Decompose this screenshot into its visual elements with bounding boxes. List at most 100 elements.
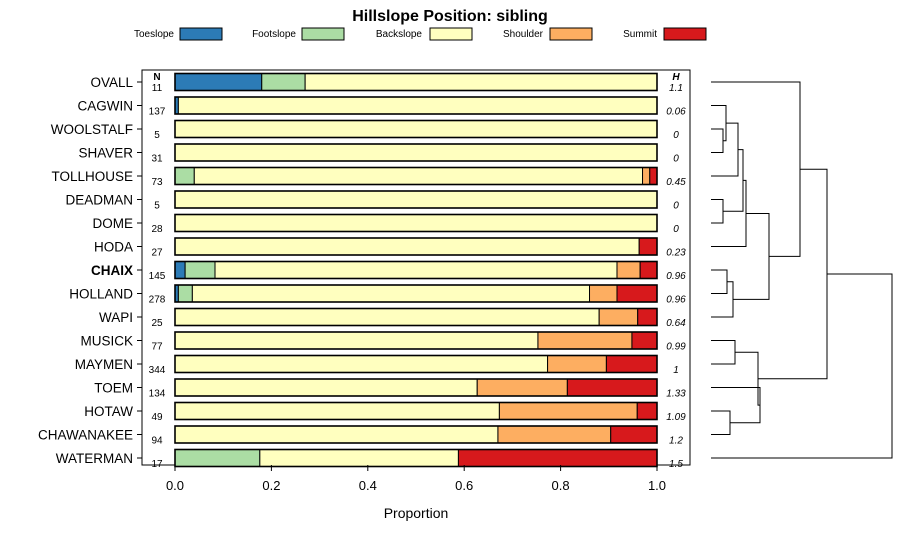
- bar-segment-footslope: [174, 449, 261, 467]
- bar-outline: [174, 307, 658, 327]
- row-woolstalf: WOOLSTALF 5 0: [51, 119, 679, 141]
- bar-segment-backslope: [174, 355, 549, 373]
- row-n-value: 31: [151, 154, 163, 165]
- bar-segment-backslope: [174, 190, 658, 209]
- row-label: DOME: [93, 216, 134, 231]
- bar-segment-backslope: [174, 378, 478, 397]
- row-h-value: 0: [673, 130, 679, 141]
- bar-outline: [174, 401, 658, 421]
- row-n-value: 28: [151, 224, 163, 235]
- bar-segment-backslope: [174, 214, 658, 232]
- bar-segment-summit: [616, 284, 658, 303]
- bar-segment-backslope: [174, 120, 658, 138]
- row-wapi: WAPI 25 0.64: [99, 307, 686, 329]
- bar-segment-backslope: [174, 425, 499, 444]
- x-tick-label: 0.4: [359, 478, 377, 493]
- x-tick-label: 0.8: [552, 478, 570, 493]
- bar-segment-backslope: [191, 284, 591, 303]
- bar-segment-footslope: [177, 284, 193, 303]
- bar-segment-shoulder: [616, 261, 641, 279]
- row-tollhouse: TOLLHOUSE 73 0.45: [51, 166, 686, 188]
- bar-outline: [174, 143, 658, 162]
- dendrogram-branch: [711, 269, 728, 294]
- bar-segment-summit: [566, 378, 658, 397]
- legend-label-shoulder: Shoulder: [503, 29, 544, 40]
- bar-segment-shoulder: [642, 167, 651, 185]
- bar-outline: [174, 190, 658, 209]
- row-shaver: SHAVER 31 0: [78, 143, 679, 165]
- bar-outline: [174, 96, 658, 115]
- row-musick: MUSICK 77 0.99: [80, 331, 686, 353]
- row-n-value: 49: [151, 412, 163, 423]
- row-n-value: 27: [151, 248, 163, 259]
- row-label: TOLLHOUSE: [51, 169, 133, 184]
- bar-outline: [174, 166, 658, 186]
- row-n-value: 25: [151, 318, 163, 329]
- row-label: HOLLAND: [69, 287, 133, 302]
- row-n-value: 5: [154, 130, 160, 141]
- bar-outline: [174, 260, 658, 280]
- bar-segment-shoulder: [497, 425, 612, 444]
- x-tick-label: 0.2: [262, 478, 280, 493]
- row-label: WATERMAN: [56, 451, 133, 466]
- row-n-value: 94: [151, 436, 163, 447]
- x-tick-label: 1.0: [648, 478, 666, 493]
- bar-segment-shoulder: [589, 284, 618, 303]
- bar-segment-shoulder: [598, 308, 639, 326]
- bar-segment-footslope: [261, 73, 306, 91]
- bar-outline: [174, 237, 658, 256]
- dendrogram: [711, 81, 893, 459]
- bar-outline: [174, 331, 658, 350]
- row-label: TOEM: [94, 381, 133, 396]
- dendrogram-branch: [758, 168, 828, 380]
- row-h-value: 0.23: [666, 248, 686, 259]
- x-axis-label: Proportion: [384, 505, 449, 521]
- dendrogram-branch: [711, 199, 724, 224]
- row-n-value: 278: [149, 295, 166, 306]
- row-label: MAYMEN: [75, 357, 133, 372]
- dendrogram-branch: [711, 281, 734, 318]
- row-label: CHAWANAKEE: [38, 428, 133, 443]
- row-n-value: 77: [151, 342, 163, 353]
- bar-segment-shoulder: [547, 355, 607, 373]
- bar-segment-summit: [639, 261, 658, 279]
- row-n-value: 145: [149, 271, 166, 282]
- row-label: HODA: [94, 240, 133, 255]
- row-h-value: 0.96: [666, 295, 686, 306]
- row-label: DEADMAN: [65, 193, 133, 208]
- bar-outline: [174, 119, 658, 139]
- bar-outline: [174, 72, 658, 92]
- row-h-value: 0.06: [666, 107, 686, 118]
- row-n-value: 11: [152, 83, 163, 94]
- h-column-header: H: [672, 72, 680, 83]
- row-n-value: 73: [151, 177, 163, 188]
- row-h-value: 0: [673, 224, 679, 235]
- row-h-value: 1.33: [666, 389, 686, 400]
- legend: Toeslope Footslope Backslope Shoulder Summit: [134, 27, 707, 41]
- row-deadman: DEADMAN 5 0: [65, 190, 679, 212]
- legend-swatch-backslope: [429, 27, 473, 41]
- dendrogram-branch: [711, 128, 724, 153]
- row-ovall: OVALL 11 1.1: [90, 72, 683, 94]
- dendrogram-branch: [711, 340, 736, 365]
- dendrogram-branch: [735, 351, 760, 406]
- bar-segment-backslope: [174, 308, 600, 326]
- bar-segment-backslope: [193, 167, 644, 185]
- chart-title: Hillslope Position: sibling: [352, 8, 548, 25]
- bar-segment-shoulder: [476, 378, 568, 397]
- row-n-value: 134: [149, 389, 166, 400]
- bar-segment-backslope: [174, 402, 500, 420]
- dendrogram-branch: [723, 149, 744, 212]
- row-label: HOTAW: [84, 404, 133, 419]
- bar-segment-backslope: [259, 449, 459, 467]
- row-label: CAGWIN: [78, 99, 134, 114]
- row-label: WAPI: [99, 310, 133, 325]
- row-h-value: 1: [673, 365, 679, 376]
- row-h-value: 1.2: [669, 436, 683, 447]
- bar-outline: [174, 378, 658, 397]
- row-waterman: WATERMAN 17 1.5: [56, 448, 683, 470]
- row-label: MUSICK: [80, 334, 133, 349]
- row-label: OVALL: [90, 75, 133, 90]
